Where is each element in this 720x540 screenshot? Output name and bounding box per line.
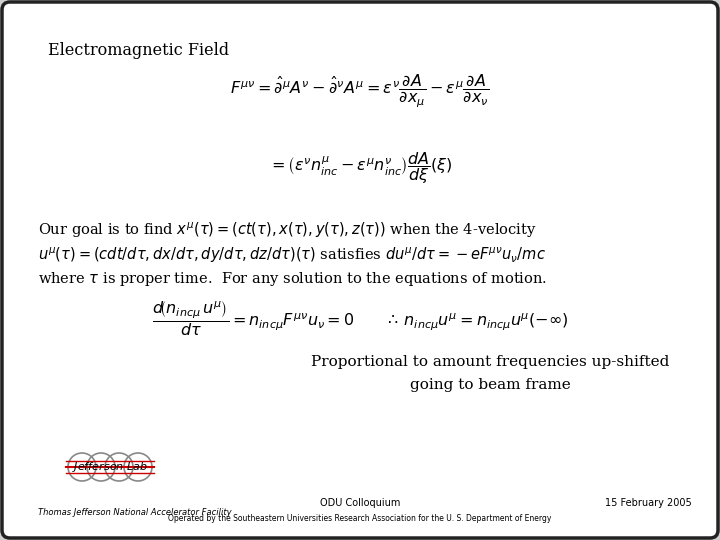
Text: $= \left(\varepsilon^{\nu} n^{\mu}_{inc} - \varepsilon^{\mu} n^{\nu}_{inc}\right: $= \left(\varepsilon^{\nu} n^{\mu}_{inc}… [268, 150, 452, 186]
Text: $\dfrac{d\!\left(n_{inc\mu}\, u^{\mu}\right)}{d\tau} = n_{inc\mu} F^{\mu\nu} u_{: $\dfrac{d\!\left(n_{inc\mu}\, u^{\mu}\ri… [152, 300, 568, 339]
Text: $\mathit{Jefferson\ Lab}$: $\mathit{Jefferson\ Lab}$ [72, 460, 148, 474]
Text: ODU Colloquium: ODU Colloquium [320, 498, 400, 508]
Text: going to beam frame: going to beam frame [410, 378, 570, 392]
Text: Operated by the Southeastern Universities Research Association for the U. S. Dep: Operated by the Southeastern Universitie… [168, 514, 552, 523]
Text: 15 February 2005: 15 February 2005 [606, 498, 692, 508]
Text: $u^{\mu}(\tau)=(cdt/d\tau,dx/d\tau,dy/d\tau,dz/d\tau)(\tau)$ satisfies $du^{\mu}: $u^{\mu}(\tau)=(cdt/d\tau,dx/d\tau,dy/d\… [38, 245, 546, 265]
Text: $F^{\mu\nu} = \hat{\partial}^{\mu} A^{\nu} - \hat{\partial}^{\nu} A^{\mu} = \var: $F^{\mu\nu} = \hat{\partial}^{\mu} A^{\n… [230, 72, 490, 110]
Text: Proportional to amount frequencies up-shifted: Proportional to amount frequencies up-sh… [311, 355, 669, 369]
Text: where $\tau$ is proper time.  For any solution to the equations of motion.: where $\tau$ is proper time. For any sol… [38, 270, 547, 288]
Text: Thomas Jefferson National Accelerator Facility: Thomas Jefferson National Accelerator Fa… [38, 508, 232, 517]
Text: Electromagnetic Field: Electromagnetic Field [48, 42, 229, 59]
Text: Our goal is to find $x^{\mu}(\tau)=(ct(\tau),x(\tau),y(\tau),z(\tau))$ when the : Our goal is to find $x^{\mu}(\tau)=(ct(\… [38, 220, 536, 240]
